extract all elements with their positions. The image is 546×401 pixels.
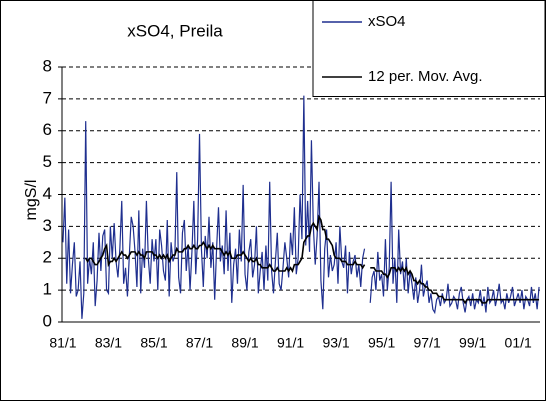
y-tick-label: 4 <box>43 184 52 203</box>
y-tick-label: 8 <box>43 56 52 75</box>
x-tick-label: 89/1 <box>231 335 258 351</box>
legend-label: 12 per. Mov. Avg. <box>368 68 483 85</box>
x-tick-label: 91/1 <box>277 335 304 351</box>
x-tick-label: 85/1 <box>140 335 167 351</box>
y-tick-label: 7 <box>43 88 52 107</box>
chart-title: xSO4, Preila <box>127 21 223 40</box>
series-line <box>62 95 540 319</box>
y-tick-label: 0 <box>43 311 52 330</box>
x-tick-label: 81/1 <box>49 335 76 351</box>
x-tick-label: 97/1 <box>414 335 441 351</box>
y-tick-label: 2 <box>43 248 52 267</box>
legend-label: xSO4 <box>368 13 406 30</box>
x-tick-label: 87/1 <box>186 335 213 351</box>
x-tick-label: 93/1 <box>322 335 349 351</box>
y-tick-label: 3 <box>43 216 52 235</box>
y-tick-label: 6 <box>43 120 52 139</box>
y-axis-label: mgS/l <box>23 180 40 221</box>
series-line <box>85 214 540 305</box>
x-tick-label: 99/1 <box>459 335 486 351</box>
x-tick-label: 01/1 <box>505 335 532 351</box>
x-tick-label: 83/1 <box>95 335 122 351</box>
y-tick-label: 1 <box>43 280 52 299</box>
y-tick-label: 5 <box>43 152 52 171</box>
x-tick-label: 95/1 <box>368 335 395 351</box>
legend-box <box>312 0 546 97</box>
